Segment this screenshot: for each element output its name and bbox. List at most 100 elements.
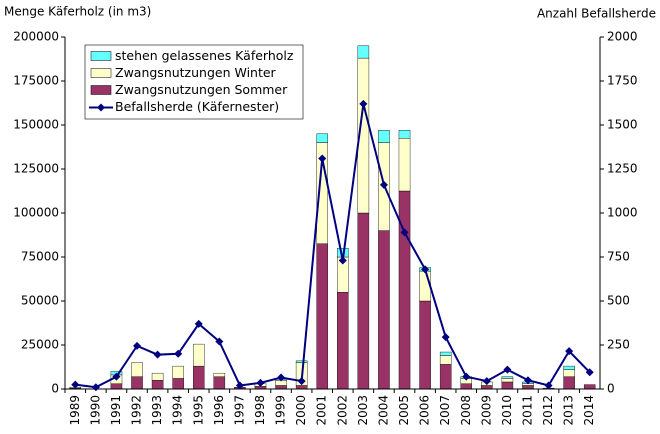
- x-tick-label: 1995: [191, 395, 205, 426]
- bar-segment: [172, 378, 184, 390]
- x-tick-label: 2004: [376, 395, 390, 426]
- line-marker: [523, 376, 532, 385]
- y2-tick-label: 500: [607, 294, 630, 308]
- legend-label: Zwangsnutzungen Sommer: [115, 82, 288, 97]
- bar-segment: [501, 381, 514, 390]
- x-tick-label: 1999: [274, 395, 288, 426]
- bar-segment: [439, 364, 452, 390]
- y-tick-label: 0: [51, 382, 59, 396]
- bar-segment: [316, 133, 328, 143]
- x-tick-label: 2006: [418, 395, 432, 426]
- line-marker: [133, 341, 142, 350]
- bar-segment: [563, 365, 575, 370]
- bar-segment: [295, 360, 308, 363]
- bar-segment: [275, 385, 287, 390]
- y-tick-label: 150000: [13, 118, 59, 132]
- x-tick-label: 2000: [294, 395, 308, 426]
- line-marker: [379, 180, 388, 189]
- line-marker: [441, 333, 450, 342]
- y2-tick-label: 1250: [607, 162, 638, 176]
- legend: stehen gelassenes Käferholz Zwangsnutzung…: [84, 44, 304, 120]
- x-tick-label: 1993: [150, 395, 164, 426]
- legend-swatch: [90, 51, 112, 61]
- bar-segment: [419, 270, 431, 302]
- x-tick-label: 2008: [459, 395, 473, 426]
- y-tick-label: 175000: [13, 74, 59, 88]
- y2-tick-label: 0: [607, 382, 615, 396]
- bar-segment: [213, 372, 226, 377]
- x-tick-label: 2005: [397, 395, 411, 426]
- bar-segment: [522, 385, 534, 390]
- x-tick-label: 1991: [109, 395, 123, 426]
- x-tick-label: 2011: [520, 395, 534, 426]
- line-marker: [194, 319, 203, 328]
- bar-segment: [151, 380, 164, 390]
- bar-segment: [213, 376, 226, 390]
- line-marker: [235, 381, 244, 390]
- bar-segment: [481, 385, 493, 390]
- line-marker: [585, 368, 594, 377]
- y2-tick-label: 1500: [607, 118, 638, 132]
- line-marker: [174, 349, 183, 358]
- x-tick-label: 1996: [212, 395, 226, 426]
- bar-segment: [110, 383, 123, 390]
- x-tick-label: 1998: [253, 395, 267, 426]
- bar-segment: [151, 372, 164, 381]
- bar-segment: [583, 384, 596, 390]
- bar-segment: [357, 45, 370, 59]
- legend-box: [84, 44, 304, 120]
- bar-segment: [398, 137, 411, 192]
- bar-segment: [316, 243, 328, 390]
- x-tick-label: 2002: [335, 395, 349, 426]
- line-marker: [215, 337, 224, 346]
- bar-segment: [460, 383, 473, 390]
- line-marker: [359, 99, 368, 108]
- line-marker: [482, 377, 491, 386]
- y-tick-label: 75000: [21, 250, 59, 264]
- bar-segment: [563, 376, 575, 390]
- bar-segment: [131, 362, 143, 377]
- bar-segment: [295, 385, 308, 390]
- line-marker: [71, 380, 80, 389]
- line: [75, 103, 591, 389]
- x-tick-label: 1990: [88, 395, 102, 426]
- line-marker: [91, 383, 100, 392]
- y2-axis-title: Anzahl Befallsherde: [537, 7, 656, 21]
- line-marker: [338, 256, 347, 265]
- legend-swatch: [90, 85, 112, 95]
- x-tick-label: 1992: [130, 395, 144, 426]
- x-tick-label: 2010: [500, 395, 514, 426]
- y2-tick-label: 750: [607, 250, 630, 264]
- line-marker: [462, 372, 471, 381]
- legend-swatch: [90, 68, 112, 78]
- line-marker: [400, 228, 409, 237]
- y-tick-label: 125000: [13, 162, 59, 176]
- line-marker: [318, 154, 327, 163]
- x-tick-label: 2003: [356, 395, 370, 426]
- bar-segment: [563, 369, 575, 377]
- x-tick-label: 2009: [479, 395, 493, 426]
- y-tick-label: 25000: [21, 338, 59, 352]
- bar-segment: [337, 292, 349, 390]
- bar-segment: [378, 230, 390, 390]
- bar-segment: [501, 378, 514, 383]
- bar-segment: [419, 300, 431, 390]
- x-tick-label: 2012: [541, 395, 555, 426]
- line-marker: [544, 381, 553, 390]
- bar-segment: [398, 130, 411, 139]
- x-tick-label: 2013: [562, 395, 576, 426]
- y2-tick-label: 250: [607, 338, 630, 352]
- bar-segment: [378, 130, 390, 143]
- bar-segment: [357, 212, 370, 390]
- bar-segment: [131, 376, 143, 390]
- y2-tick-label: 1000: [607, 206, 638, 220]
- y2-tick-label: 1750: [607, 74, 638, 88]
- line-marker: [277, 373, 286, 382]
- line-marker: [503, 365, 512, 374]
- legend-label: Befallsherde (Käfernester): [115, 99, 279, 114]
- bar-segment: [501, 376, 514, 379]
- bar-segment: [398, 190, 411, 390]
- bar-segment: [439, 355, 452, 365]
- line-marker: [153, 350, 162, 359]
